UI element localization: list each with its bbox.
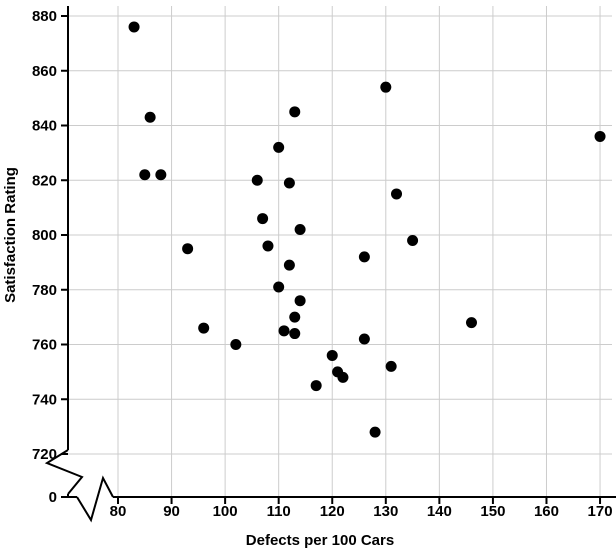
data-point [139, 169, 151, 181]
data-point [465, 317, 477, 329]
data-point [128, 21, 140, 33]
x-axis-break-mark [76, 475, 114, 523]
y-tick-label: 800 [32, 227, 57, 244]
x-tick-label: 130 [373, 503, 398, 520]
data-point [289, 328, 301, 340]
data-point [262, 240, 274, 252]
y-tick-label: 840 [32, 118, 57, 135]
x-tick-label: 80 [110, 503, 127, 520]
x-tick-label: 90 [163, 503, 180, 520]
data-point [310, 380, 322, 392]
x-axis-title: Defects per 100 Cars [246, 532, 394, 549]
data-point [273, 141, 285, 153]
data-point [407, 234, 419, 246]
grid [68, 6, 612, 497]
data-point [369, 426, 381, 438]
y-axis-title: Satisfaction Rating [2, 167, 19, 303]
data-point [294, 295, 306, 307]
data-point [289, 311, 301, 323]
x-tick-label: 170 [588, 503, 613, 520]
y-tick-label: 780 [32, 282, 57, 299]
data-point [257, 213, 269, 225]
data-point [273, 281, 285, 293]
x-tick-label: 100 [213, 503, 238, 520]
data-point [283, 259, 295, 271]
data-point [358, 251, 370, 263]
data-point [326, 349, 338, 361]
x-tick-label: 110 [267, 503, 291, 520]
y-tick-label: 720 [32, 446, 57, 463]
data-point [337, 371, 349, 383]
data-point [251, 174, 263, 186]
data-point [283, 177, 295, 189]
y-origin-label: 0 [49, 489, 57, 506]
data-point [358, 333, 370, 345]
y-tick-label: 880 [32, 8, 57, 25]
y-tick-label: 860 [32, 63, 57, 80]
data-point [198, 322, 210, 334]
y-tick-label: 740 [32, 391, 57, 408]
x-tick-label: 160 [534, 503, 559, 520]
data-point [594, 130, 606, 142]
data-point [294, 224, 306, 236]
y-tick-label: 820 [32, 172, 57, 189]
x-tick-label: 140 [427, 503, 452, 520]
data-point [391, 188, 403, 200]
data-point [380, 81, 392, 93]
data-point [182, 243, 194, 255]
axes [44, 6, 616, 523]
data-point [230, 339, 242, 350]
data-point [144, 111, 156, 123]
data-point [289, 106, 301, 118]
x-tick-label: 150 [480, 503, 505, 520]
data-point [385, 360, 397, 372]
data-point [155, 169, 167, 181]
y-axis-break-mark [44, 449, 84, 495]
x-tick-label: 120 [320, 503, 345, 520]
points-layer [128, 21, 606, 438]
y-tick-label: 760 [32, 337, 57, 354]
data-point [278, 325, 290, 337]
